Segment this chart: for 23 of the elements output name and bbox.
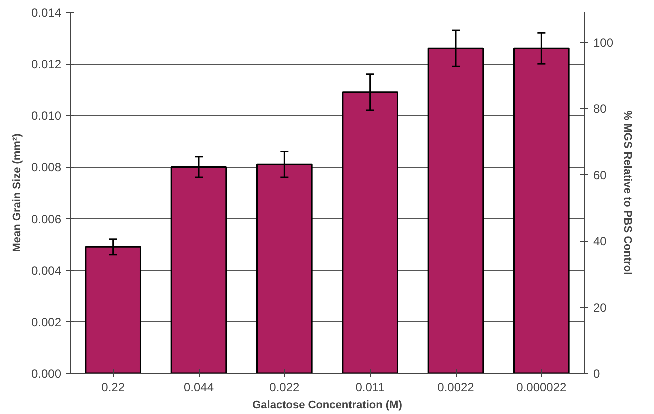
- x-tick-label: 0.011: [356, 380, 386, 394]
- y-tick-label: 0.010: [31, 109, 62, 124]
- y2-tick-label: 0: [594, 367, 600, 381]
- y2-tick-label: 100: [594, 36, 614, 50]
- y2-tick-label: 80: [594, 102, 608, 116]
- y-tick-label: 0.004: [31, 264, 62, 278]
- x-axis-title: Galactose Concentration (M): [252, 400, 403, 412]
- y-tick-label: 0.012: [31, 58, 62, 72]
- y2-tick-label: 20: [594, 300, 608, 315]
- y2-tick-label: 60: [594, 168, 608, 182]
- y-tick-label: 0.002: [31, 315, 62, 330]
- x-tick-label: 0.022: [270, 380, 300, 394]
- y2-tick-label: 40: [594, 234, 608, 249]
- x-tick-label: 0.000022: [516, 380, 568, 394]
- y-tick-label: 0.014: [31, 6, 62, 20]
- y-tick-label: 0.006: [31, 212, 62, 226]
- y2-axis-title: % MGS Relative to PBS Control: [622, 110, 634, 276]
- y-axis-title: Mean Grain Size (mm²): [11, 133, 24, 252]
- x-tick-label: 0.0022: [438, 380, 475, 394]
- x-tick-label: 0.044: [184, 380, 214, 394]
- y-tick-label: 0.000: [31, 367, 62, 381]
- y-tick-label: 0.008: [31, 160, 62, 175]
- x-tick-label: 0.22: [102, 380, 126, 394]
